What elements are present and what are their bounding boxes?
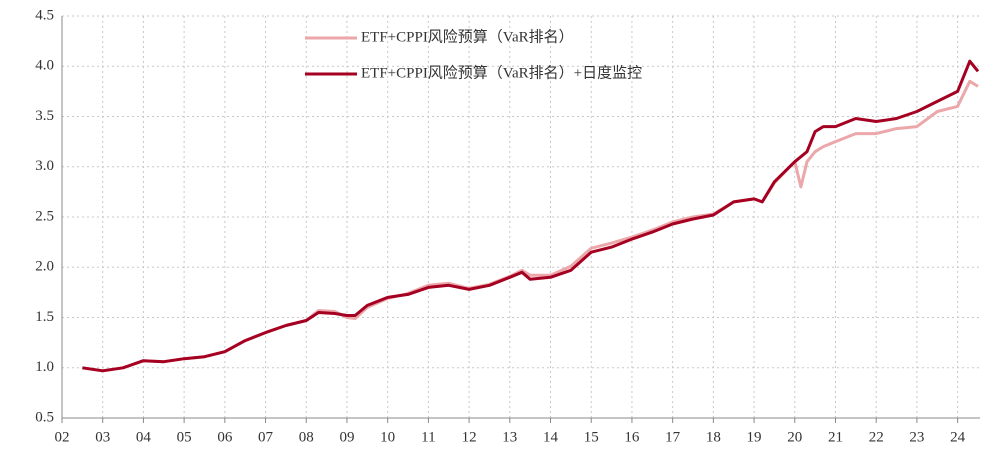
x-tick-label: 21 [828,429,843,445]
y-tick-label: 3.0 [35,158,54,174]
x-tick-label: 23 [909,429,924,445]
x-tick-label: 09 [339,429,354,445]
y-tick-label: 1.0 [35,359,54,375]
x-tick-label: 04 [136,429,152,445]
y-tick-label: 4.5 [35,7,54,23]
x-tick-label: 20 [787,429,802,445]
x-tick-label: 15 [584,429,599,445]
x-tick-label: 06 [217,429,233,445]
legend-label: ETF+CPPI风险预算（VaR排名） [361,27,574,45]
x-tick-label: 05 [177,429,192,445]
x-tick-label: 22 [869,429,884,445]
legend-label: ETF+CPPI风险预算（VaR排名）+日度监控 [361,63,642,81]
x-tick-label: 16 [624,429,640,445]
x-tick-label: 10 [380,429,395,445]
x-tick-label: 07 [258,429,274,445]
x-tick-label: 18 [706,429,721,445]
x-tick-label: 12 [462,429,477,445]
y-tick-label: 1.5 [35,309,54,325]
y-tick-label: 2.5 [35,208,54,224]
x-tick-label: 19 [747,429,762,445]
x-tick-label: 08 [299,429,314,445]
y-tick-label: 4.0 [35,58,54,74]
x-tick-label: 13 [502,429,517,445]
x-tick-label: 03 [95,429,110,445]
y-tick-label: 0.5 [35,409,54,425]
x-tick-label: 02 [55,429,70,445]
x-tick-label: 11 [421,429,435,445]
x-tick-label: 14 [543,429,559,445]
y-tick-label: 3.5 [35,108,54,124]
y-tick-label: 2.0 [35,259,54,275]
x-tick-label: 17 [665,429,681,445]
x-tick-label: 24 [950,429,966,445]
series-line [82,59,980,373]
